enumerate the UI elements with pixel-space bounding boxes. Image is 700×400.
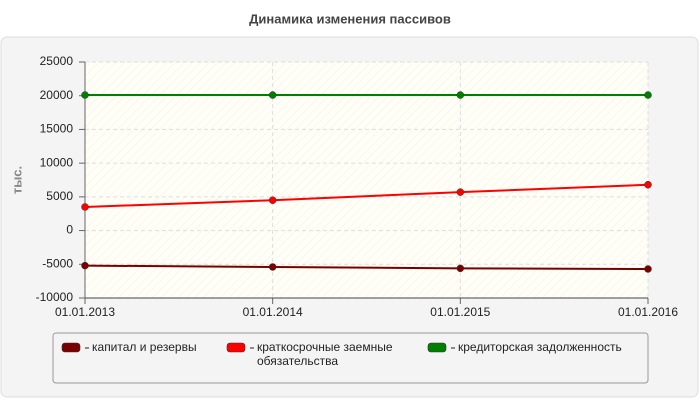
data-point — [644, 180, 652, 189]
y-tick-label: 0 — [66, 223, 73, 237]
legend-swatch — [226, 342, 246, 353]
legend-box — [52, 332, 649, 384]
x-tick-label: 01.01.2014 — [243, 305, 303, 319]
data-point — [456, 91, 465, 99]
series-line — [84, 264, 649, 271]
x-tick-label: 01.01.2015 — [430, 305, 490, 319]
data-point — [268, 196, 277, 204]
y-tick-label: 10000 — [40, 155, 74, 169]
legend-label: капитал и резервы — [92, 340, 197, 354]
y-tick-label: -10000 — [36, 290, 74, 304]
y-tick-label: -5000 — [42, 256, 73, 270]
legend-label: краткосрочные заемные обязательства — [257, 340, 393, 368]
data-point — [456, 264, 465, 273]
plot-area — [85, 62, 648, 298]
y-axis-label: тыс. — [9, 166, 24, 194]
data-point — [268, 263, 277, 271]
data-point — [81, 261, 89, 270]
y-tick-label: 5000 — [46, 189, 73, 203]
y-tick-label: 15000 — [40, 122, 74, 136]
data-point — [644, 91, 652, 99]
data-point — [268, 91, 277, 99]
chart-title: Динамика изменения пассивов — [249, 11, 451, 26]
data-point — [456, 188, 465, 196]
legend-swatch — [61, 342, 81, 353]
legend-swatch — [427, 342, 447, 353]
data-point — [81, 91, 89, 99]
y-tick-label: 20000 — [40, 88, 74, 102]
legend-label: кредиторская задолженность — [458, 340, 622, 354]
x-tick-label: 01.01.2016 — [618, 305, 678, 319]
y-tick-label: 25000 — [40, 54, 74, 68]
data-point — [644, 265, 652, 273]
series-line — [84, 183, 649, 208]
data-point — [81, 203, 89, 211]
x-tick-label: 01.01.2013 — [55, 305, 115, 319]
